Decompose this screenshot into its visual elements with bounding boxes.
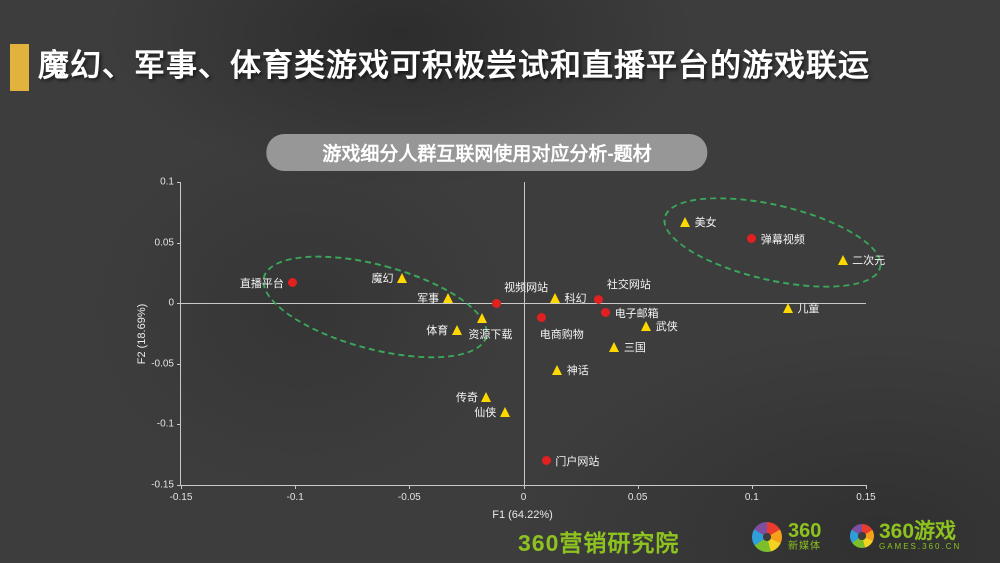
point-label: 神话: [566, 364, 589, 377]
scatter-point-triangle: [476, 312, 487, 323]
y-tick: [177, 363, 181, 365]
scatter-point-circle: [601, 308, 611, 318]
brand-360-text: 360: [788, 520, 822, 542]
point-label: 资源下载: [468, 328, 513, 341]
scatter-point-circle: [594, 295, 604, 305]
scatter-point-circle: [491, 298, 501, 308]
y-tick-label: -0.1: [156, 418, 174, 430]
point-label: 科幻: [564, 293, 587, 306]
x-tick: [637, 485, 639, 489]
point-label: 电商购物: [539, 328, 584, 341]
point-label: 武侠: [655, 321, 678, 334]
x-tick-label: -0.05: [397, 492, 421, 503]
page-title: 魔幻、军事、体育类游戏可积极尝试和直播平台的游戏联运: [38, 48, 870, 83]
x-tick: [295, 485, 297, 489]
scatter-point-triangle: [782, 303, 793, 314]
point-label: 直播平台: [239, 277, 284, 290]
point-label: 魔幻: [371, 272, 394, 285]
point-label: 社交网站: [606, 278, 651, 291]
brand-sub-text: 新媒体: [788, 541, 821, 552]
point-label: 体育: [426, 324, 449, 337]
x-tick: [181, 485, 182, 489]
scatter-point-triangle: [396, 272, 407, 283]
pinwheel-icon: [752, 521, 782, 552]
y-zero-axis-line: [181, 303, 866, 305]
point-label: 二次元: [852, 254, 886, 267]
scatter-point-circle: [288, 278, 298, 288]
scatter-chart: -0.15 -0.1 -0.05 0 0.05 0.1 0.15 0.1 0.05 0 -0.05 -…: [136, 177, 890, 521]
y-axis-label: F2 (18.69%): [136, 303, 148, 364]
y-tick-label: -0.05: [151, 358, 174, 370]
scatter-point-triangle: [499, 407, 510, 418]
logo-360-games: 360游戏 GAMES.360.CN: [850, 520, 962, 552]
point-label: 传奇: [455, 391, 478, 404]
y-tick: [177, 242, 181, 244]
x-tick-label: -0.15: [169, 492, 193, 503]
x-tick: [523, 485, 525, 489]
scatter-point-triangle: [451, 324, 462, 335]
x-tick-label: 0.05: [627, 492, 648, 503]
point-label: 美女: [694, 216, 717, 229]
games-sub-text: GAMES.360.CN: [879, 542, 962, 552]
scatter-point-triangle: [837, 254, 848, 265]
plot-area: -0.15 -0.1 -0.05 0 0.05 0.1 0.15 0.1 0.05 0 -0.05 -…: [151, 177, 890, 503]
point-label: 电子邮箱: [614, 307, 659, 320]
scatter-point-triangle: [549, 293, 560, 304]
pinwheel-icon: [850, 524, 874, 549]
games-360-text: 360游戏: [879, 520, 957, 543]
scatter-point-triangle: [680, 216, 691, 227]
title-accent-bar: [10, 44, 29, 91]
scatter-point-triangle: [641, 321, 652, 332]
x-zero-axis-line: [523, 182, 525, 485]
chart-title-badge: 游戏细分人群互联网使用对应分析-题材: [266, 134, 708, 171]
point-label: 儿童: [797, 303, 820, 316]
x-tick-label: 0.15: [856, 492, 876, 503]
x-tick-label: 0.1: [744, 492, 759, 503]
point-label: 军事: [417, 293, 440, 306]
x-tick: [866, 485, 867, 489]
group-ellipse: [251, 235, 499, 380]
point-label: 视频网站: [504, 282, 549, 295]
scatter-point-triangle: [552, 364, 563, 375]
scatter-point-triangle: [609, 341, 620, 352]
scatter-point-circle: [537, 313, 547, 323]
scatter-point-triangle: [481, 391, 492, 402]
x-axis-label: F1 (64.22%): [492, 509, 553, 521]
point-label: 门户网站: [555, 455, 600, 468]
x-tick: [751, 485, 753, 489]
x-tick-label: -0.1: [286, 492, 304, 503]
y-tick: [177, 485, 181, 486]
y-tick: [177, 182, 181, 183]
y-tick-label: 0.05: [154, 237, 174, 249]
point-label: 三国: [623, 341, 646, 354]
x-tick-label: 0: [520, 492, 527, 503]
x-tick: [409, 485, 411, 489]
scatter-point-triangle: [442, 293, 453, 304]
logo-360-newmedia: 360 新媒体: [752, 521, 821, 553]
logo-360-marketing-research: 360营销研究院: [518, 530, 680, 556]
y-tick-label: 0.1: [160, 176, 174, 188]
scatter-point-circle: [541, 456, 551, 466]
y-tick-label: 0: [168, 297, 174, 309]
y-tick: [177, 303, 181, 305]
point-label: 弹幕视频: [760, 233, 805, 246]
y-tick-label: -0.15: [151, 479, 174, 491]
scatter-point-circle: [747, 234, 757, 244]
y-tick: [177, 424, 181, 426]
point-label: 仙侠: [474, 407, 497, 420]
